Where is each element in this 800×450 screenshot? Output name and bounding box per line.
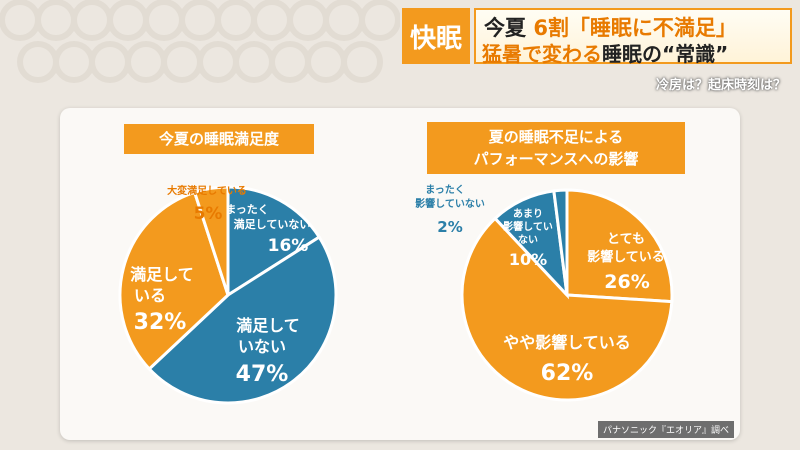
chart2-title: 夏の睡眠不足による パフォーマンスへの影響 xyxy=(427,122,685,174)
slice-label-not-satisfied-2: いない xyxy=(238,337,286,356)
headline-line-2: 猛暑で変わる睡眠の“常識” xyxy=(482,38,728,67)
source-credit: パナソニック『エオリア』調べ xyxy=(597,421,734,438)
pie1-slice-2 xyxy=(118,190,230,372)
headline-2b: 睡眠の“常識” xyxy=(602,42,729,66)
slice-label-not-at-all-affected-1: まったく xyxy=(425,184,465,196)
sub-headline: 冷房は？起床時刻は？ xyxy=(655,78,786,93)
slice-value-not-at-all-affected: 2% xyxy=(437,218,462,236)
brand-tag: 快眠 xyxy=(402,8,470,64)
slice-label-not-at-all-satisfied-1: まったく xyxy=(225,203,269,216)
slice-label-not-much-affected-2: 影響してい xyxy=(503,220,553,233)
pie1-slice-1 xyxy=(147,235,338,405)
headline-1b: 6割「睡眠に不満足」 xyxy=(533,16,737,40)
pie-chart-satisfaction xyxy=(118,185,338,405)
pie-chart-performance xyxy=(460,188,674,402)
slice-label-strongly-affected-1: とても xyxy=(607,232,645,247)
slice-value-not-at-all-satisfied: 16% xyxy=(268,236,309,256)
headline-1a: 今夏 xyxy=(484,16,526,40)
slice-value-not-satisfied: 47% xyxy=(236,362,289,387)
slice-label-not-at-all-satisfied-2: 満足していない xyxy=(234,217,311,231)
slice-value-satisfied: 32% xyxy=(134,310,187,335)
slice-value-somewhat-affected: 62% xyxy=(541,361,594,386)
slice-label-satisfied-2: いる xyxy=(134,286,166,305)
slice-value-strongly-affected: 26% xyxy=(604,271,649,293)
pie2-slice-3 xyxy=(552,188,569,296)
pie1-slice-3 xyxy=(192,185,230,296)
slice-value-very-satisfied: 5% xyxy=(194,204,223,224)
headline-2a: 猛暑で変わる xyxy=(482,42,602,66)
slice-label-not-satisfied-1: 満足して xyxy=(236,316,300,335)
slice-value-not-much-affected: 10% xyxy=(509,250,547,269)
background-pattern xyxy=(0,0,400,83)
slice-label-not-much-affected-3: ない xyxy=(518,234,538,246)
slice-label-not-much-affected-1: あまり xyxy=(513,207,543,220)
slice-label-very-satisfied: 大変満足している xyxy=(167,184,247,197)
headline-box: 今夏 6割「睡眠に不満足」 猛暑で変わる睡眠の“常識” xyxy=(474,8,792,67)
pie2-slice-1 xyxy=(460,216,674,402)
pie1-slice-0 xyxy=(226,185,322,298)
headline-line-1: 今夏 6割「睡眠に不満足」 xyxy=(484,12,737,42)
pie2-slice-0 xyxy=(565,188,674,304)
slice-label-not-at-all-affected-2: 影響していない xyxy=(415,197,485,210)
slice-label-satisfied-1: 満足して xyxy=(130,265,194,284)
slice-label-somewhat-affected: やや影響している xyxy=(503,333,631,352)
chart1-title: 今夏の睡眠満足度 xyxy=(124,124,314,154)
slice-label-strongly-affected-2: 影響している xyxy=(587,249,665,265)
